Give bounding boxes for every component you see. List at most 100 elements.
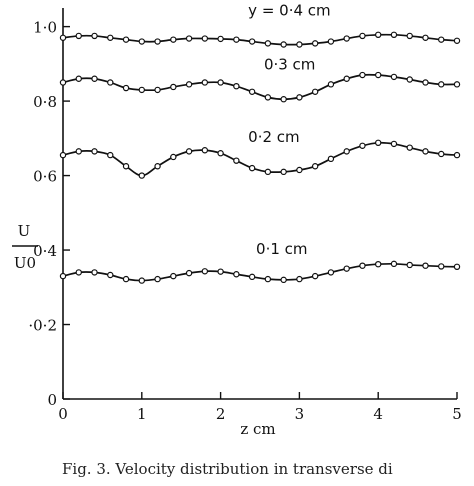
data-point-1-9	[201, 79, 209, 86]
data-point-3-25	[453, 263, 461, 271]
data-point-1-13	[264, 94, 272, 101]
figure-caption: Fig. 3. Velocity distribution in transve…	[62, 460, 393, 478]
data-point-3-19	[359, 262, 366, 269]
data-point-0-5	[138, 38, 145, 45]
data-point-2-5	[138, 172, 145, 179]
data-point-1-7	[170, 83, 177, 91]
data-point-0-23	[422, 34, 429, 41]
data-point-3-6	[154, 275, 161, 283]
data-point-0-17	[327, 38, 335, 45]
x-tick-label-0: 0	[58, 405, 68, 423]
data-point-0-7	[170, 36, 177, 43]
y-tick-label-4: 0·8	[33, 93, 57, 111]
data-point-0-1	[75, 32, 82, 40]
y-tick-label-5: 1·0	[33, 19, 57, 37]
data-point-3-16	[311, 272, 319, 280]
data-point-3-22	[406, 261, 413, 269]
x-tick-label-1: 1	[137, 405, 147, 423]
data-point-1-19	[359, 71, 366, 79]
data-point-3-14	[280, 276, 287, 284]
data-point-1-20	[375, 71, 382, 79]
data-point-3-12	[248, 273, 256, 281]
series-line-0	[62, 33, 458, 46]
data-point-3-13	[264, 275, 272, 283]
data-point-2-16	[311, 163, 319, 170]
y-tick-label-3: 0·6	[33, 168, 57, 186]
data-point-0-19	[359, 32, 366, 40]
x-tick-label-2: 2	[216, 405, 226, 423]
data-point-3-2	[91, 269, 98, 276]
data-point-1-8	[185, 81, 193, 88]
data-point-1-4	[122, 84, 130, 92]
data-point-1-3	[107, 79, 114, 86]
data-point-2-15	[296, 166, 303, 174]
data-point-2-13	[264, 168, 272, 176]
data-point-1-10	[217, 79, 224, 86]
data-point-0-3	[107, 34, 114, 41]
axes	[62, 8, 457, 400]
data-point-0-21	[390, 31, 398, 39]
data-point-3-8	[185, 269, 193, 277]
data-point-2-22	[406, 144, 413, 151]
data-point-0-22	[406, 32, 413, 40]
data-point-0-0	[59, 34, 67, 41]
data-point-3-3	[107, 271, 114, 279]
data-point-3-17	[327, 269, 335, 276]
data-point-2-9	[201, 147, 209, 154]
data-point-2-2	[91, 148, 98, 155]
series-label-0: y = 0·4 cm	[248, 1, 330, 19]
data-point-3-24	[438, 263, 445, 270]
data-point-1-15	[296, 94, 303, 101]
series-0: y = 0·4 cm	[59, 1, 461, 48]
series-label-3: 0·1 cm	[256, 240, 307, 258]
data-point-0-12	[248, 38, 256, 45]
data-point-0-18	[343, 35, 350, 42]
series-label-2: 0·2 cm	[248, 128, 299, 146]
data-point-1-21	[390, 73, 398, 81]
data-point-2-0	[59, 151, 67, 159]
data-point-2-6	[154, 163, 161, 170]
data-point-2-7	[170, 153, 177, 161]
data-point-3-18	[343, 265, 350, 272]
data-point-3-15	[296, 275, 303, 283]
data-point-3-11	[233, 271, 240, 278]
data-point-0-20	[375, 31, 382, 39]
series-line-1	[62, 73, 458, 101]
data-point-1-14	[280, 96, 287, 103]
y-axis-label-numerator: U	[18, 222, 31, 240]
data-point-1-2	[91, 75, 98, 82]
data-point-2-1	[75, 148, 82, 155]
data-point-2-12	[248, 164, 256, 172]
data-point-0-4	[122, 36, 130, 43]
x-tick-label-5: 5	[452, 405, 462, 423]
data-point-0-10	[217, 35, 224, 43]
data-point-2-14	[280, 168, 287, 176]
data-point-3-4	[122, 275, 130, 283]
series-1: 0·3 cm	[59, 55, 461, 103]
data-point-3-20	[375, 260, 382, 268]
data-point-0-9	[201, 35, 209, 42]
series-layer: y = 0·4 cm 0·3 cm 0·2 cm 0·1 cm	[59, 1, 461, 284]
data-point-3-7	[170, 272, 177, 280]
series-line-2	[62, 141, 458, 177]
data-point-0-15	[296, 41, 303, 48]
x-axis-label: z cm	[240, 420, 275, 438]
data-point-0-8	[185, 35, 193, 42]
data-point-2-21	[390, 140, 398, 148]
data-point-1-25	[453, 81, 461, 88]
x-tick-label-3: 3	[295, 405, 305, 423]
data-point-1-23	[422, 79, 429, 86]
data-point-2-23	[422, 148, 429, 155]
data-point-2-18	[343, 148, 350, 155]
series-line-3	[62, 262, 458, 282]
data-point-0-14	[280, 41, 287, 48]
data-point-2-3	[107, 151, 114, 159]
ticks: 0 1 2 3 4 5 0 ·0·2 0·4 0·6 0·8 1·0	[28, 19, 461, 423]
data-point-1-18	[343, 75, 350, 82]
data-point-1-5	[138, 86, 145, 94]
y-tick-label-1: ·0·2	[28, 317, 57, 335]
data-point-1-16	[311, 88, 319, 95]
data-point-0-25	[453, 37, 461, 44]
data-point-0-13	[264, 40, 272, 47]
x-tick-label-4: 4	[373, 405, 383, 423]
